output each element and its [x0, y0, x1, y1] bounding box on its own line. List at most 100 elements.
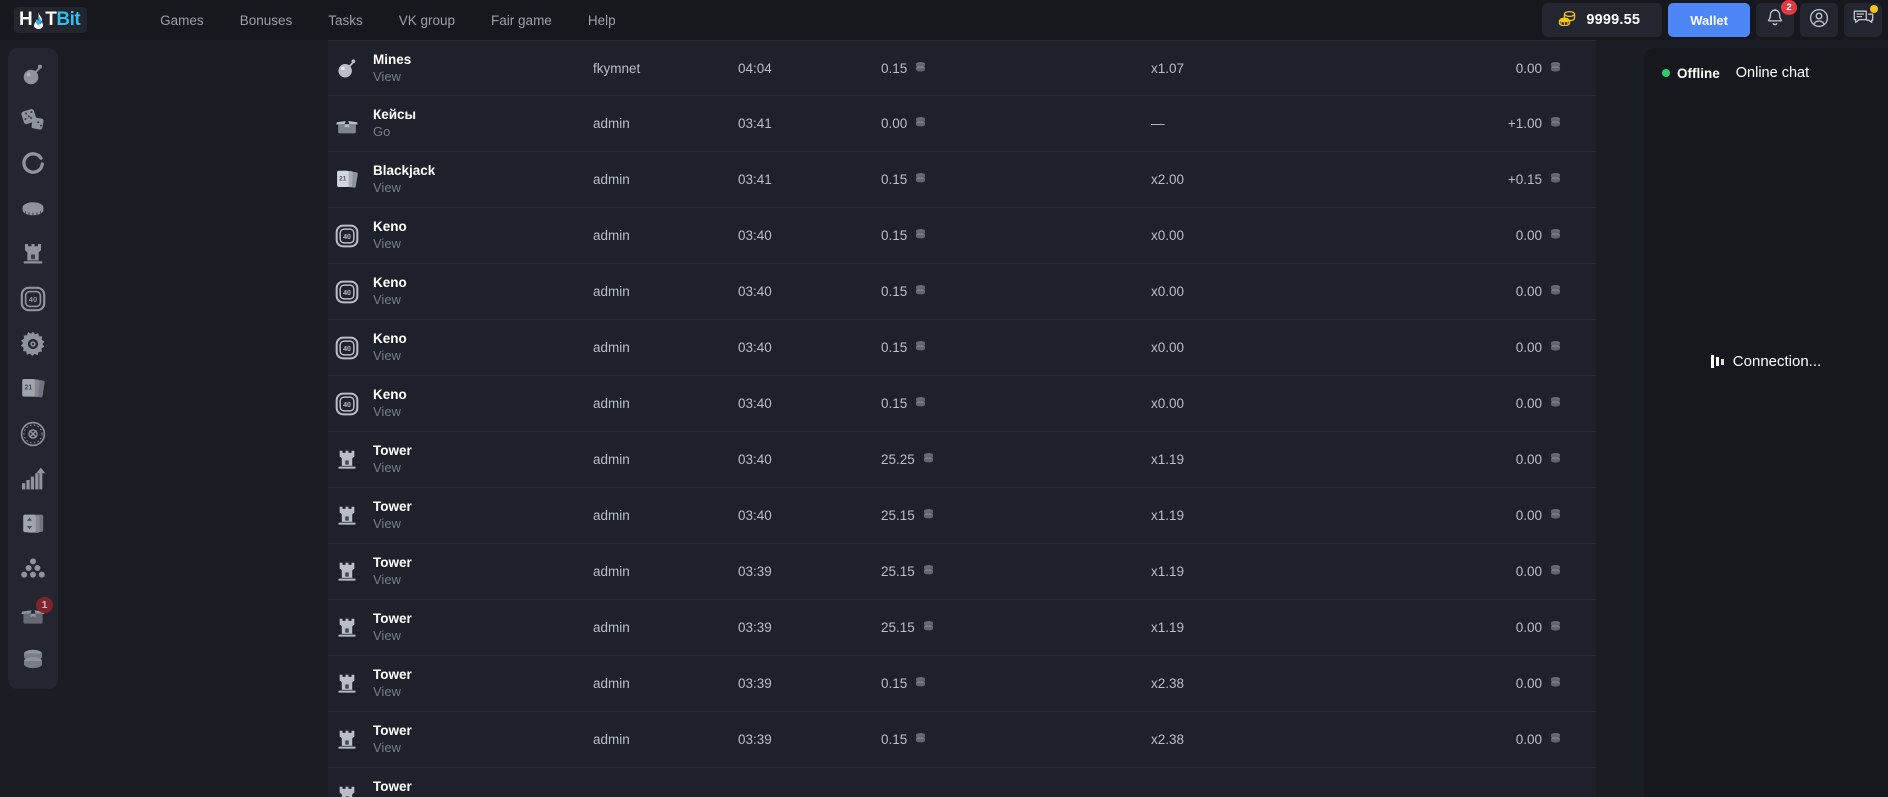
row-user: fkymnet [593, 60, 641, 76]
sidebar-item-tower[interactable] [17, 242, 49, 270]
row-user: admin [593, 228, 630, 243]
row-game-action[interactable]: View [373, 292, 401, 307]
table-row[interactable]: Tower View admin 03:39 25.15 x1.19 0.00 [328, 600, 1596, 656]
coin-icon [922, 508, 935, 523]
bomb-icon [20, 61, 46, 92]
row-game-action[interactable]: View [373, 572, 401, 587]
sidebar-item-wheel-of-fortune[interactable] [17, 331, 49, 360]
row-multiplier: x0.00 [1151, 396, 1185, 411]
sidebar-item-blackjack[interactable]: 21 [17, 377, 49, 405]
table-row[interactable]: Tower View admin 03:40 25.25 x1.19 0.00 [328, 432, 1596, 488]
sidebar-item-wheel[interactable] [17, 152, 49, 180]
roulette-icon [20, 421, 46, 452]
coin-icon [914, 228, 927, 243]
sidebar-item-mines[interactable] [17, 62, 49, 90]
nav-item-games[interactable]: Games [160, 12, 204, 28]
table-row[interactable]: Tower View [328, 768, 1596, 797]
coin-icon [1549, 340, 1562, 355]
site-logo[interactable]: H T Bit [14, 7, 88, 33]
balance-display[interactable]: 9999.55 [1542, 3, 1663, 37]
row-bet-cell: 0.15 [881, 340, 1151, 355]
sidebar-item-cases[interactable]: 1 [17, 597, 53, 630]
row-user: admin [593, 508, 630, 523]
sidebar-item-plinko[interactable] [17, 557, 49, 585]
nav-item-bonuses[interactable]: Bonuses [239, 12, 293, 28]
row-game-cell: Кейсы Go [328, 107, 593, 140]
notifications-button[interactable]: 2 [1756, 0, 1797, 37]
row-game-name: Keno [373, 331, 407, 346]
row-game-cell: 40 Keno View [328, 387, 593, 420]
sidebar-item-dice[interactable] [17, 107, 49, 135]
table-row[interactable]: 40 Keno View admin 03:40 0.15 x0.00 0.00 [328, 208, 1596, 264]
row-bet-cell: 0.00 [881, 116, 1151, 131]
table-row[interactable]: 40 Keno View admin 03:40 0.15 x0.00 0.00 [328, 264, 1596, 320]
profile-button[interactable] [1800, 3, 1838, 37]
plinko-pyramid-icon [20, 557, 46, 585]
row-bet-cell: 0.15 [881, 172, 1151, 187]
row-payout-cell: 0.00 [1441, 228, 1596, 243]
table-row[interactable]: Tower View admin 03:39 25.15 x1.19 0.00 [328, 544, 1596, 600]
coins-icon [1558, 10, 1577, 31]
coin-icon [1549, 396, 1562, 411]
row-game-name: Tower [373, 723, 412, 738]
row-game-action[interactable]: View [373, 180, 401, 195]
svg-text:40: 40 [343, 345, 351, 352]
row-payout-amount: +0.15 [1507, 172, 1542, 187]
table-row[interactable]: Кейсы Go admin 03:41 0.00 — +1.00 [328, 96, 1596, 152]
nav-item-tasks[interactable]: Tasks [328, 12, 363, 28]
sidebar-item-hilo[interactable] [17, 512, 49, 540]
row-payout-amount: 0.00 [1515, 228, 1542, 243]
sidebar-item-keno[interactable]: 40 [17, 286, 49, 315]
row-game-action[interactable]: View [373, 236, 401, 251]
row-time: 03:40 [738, 284, 772, 299]
coin-icon [914, 116, 927, 131]
nav-item-help[interactable]: Help [587, 12, 616, 28]
sidebar-item-roulette[interactable] [17, 421, 49, 452]
row-user: admin [593, 452, 630, 467]
row-game-action[interactable]: View [373, 740, 401, 755]
row-game-cell: 40 Keno View [328, 275, 593, 308]
row-game-text: Keno View [373, 219, 407, 252]
row-game-text: Keno View [373, 275, 407, 308]
bomb-icon [334, 55, 360, 81]
row-game-name: Mines [373, 51, 412, 67]
cards-21-icon: 21 [20, 376, 46, 406]
row-bet-amount: 25.25 [881, 452, 915, 467]
table-row[interactable]: Tower View admin 03:40 25.15 x1.19 0.00 [328, 488, 1596, 544]
wallet-button[interactable]: Wallet [1668, 3, 1750, 37]
row-time: 03:40 [738, 396, 772, 411]
sidebar-item-coins[interactable] [17, 647, 49, 675]
row-game-action[interactable]: View [373, 348, 401, 363]
table-row[interactable]: 21 Blackjack View admin 03:41 0.15 x2.00… [328, 152, 1596, 208]
table-row[interactable]: Tower View admin 03:39 0.15 x2.38 0.00 [328, 712, 1596, 768]
tower-icon [334, 671, 360, 697]
row-game-action[interactable]: View [373, 404, 401, 419]
svg-text:21: 21 [25, 385, 33, 392]
nav-item-fair-game[interactable]: Fair game [491, 12, 552, 28]
row-game-cell: Tower View [328, 779, 593, 797]
table-row[interactable]: Mines View fkymnet 04:04 0.15 x1.07 0.00 [328, 40, 1596, 96]
svg-text:40: 40 [343, 401, 351, 408]
svg-text:21: 21 [339, 176, 347, 183]
table-row[interactable]: 40 Keno View admin 03:40 0.15 x0.00 0.00 [328, 320, 1596, 376]
table-row[interactable]: Tower View admin 03:39 0.15 x2.38 0.00 [328, 656, 1596, 712]
row-game-action[interactable]: View [373, 628, 401, 643]
coin-icon [914, 732, 927, 747]
chat-toggle-button[interactable] [1844, 3, 1882, 37]
row-game-action[interactable]: View [373, 684, 401, 699]
row-multiplier: x1.07 [1151, 60, 1185, 76]
sidebar-item-coinflip[interactable] [17, 197, 49, 225]
row-payout-cell: 0.00 [1441, 676, 1596, 691]
row-game-action[interactable]: View [373, 460, 401, 475]
row-game-action[interactable]: Go [373, 124, 391, 139]
nav-item-vk-group[interactable]: VK group [398, 12, 456, 28]
tower-icon [334, 447, 360, 473]
tower-icon [334, 503, 360, 529]
table-row[interactable]: 40 Keno View admin 03:40 0.15 x0.00 0.00 [328, 376, 1596, 432]
sidebar-item-crash[interactable] [17, 467, 49, 495]
row-bet-amount: 0.15 [881, 340, 908, 355]
row-game-action[interactable]: View [373, 68, 401, 84]
row-game-action[interactable]: View [373, 516, 401, 531]
row-bet-amount: 0.15 [881, 396, 908, 411]
row-game-text: Keno View [373, 331, 407, 364]
